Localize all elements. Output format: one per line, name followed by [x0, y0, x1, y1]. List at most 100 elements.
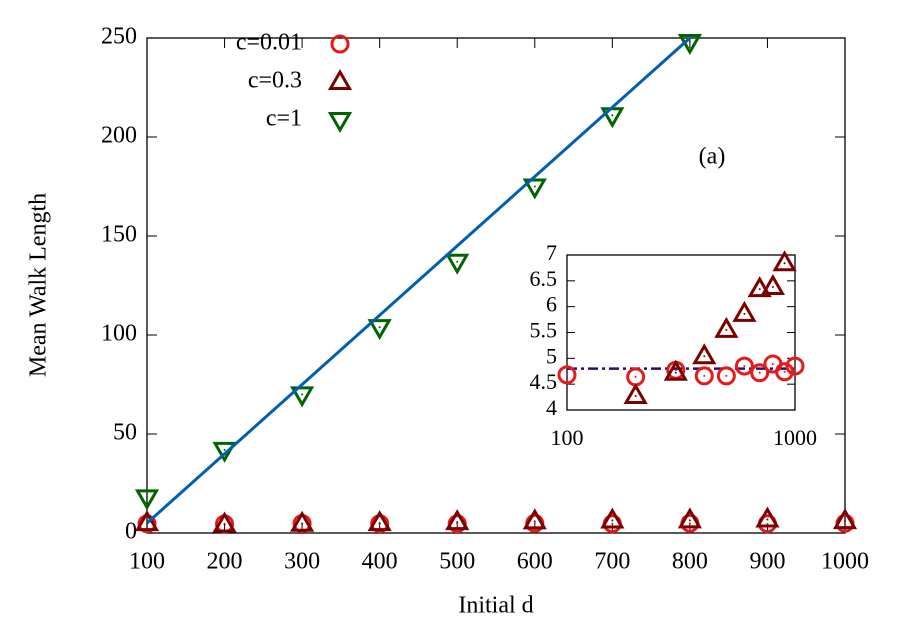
point-dot — [223, 523, 226, 526]
point — [445, 253, 470, 275]
point-dot — [703, 355, 706, 358]
point — [755, 506, 780, 528]
point — [694, 366, 714, 386]
point-dot — [674, 371, 677, 374]
x-tick-label: 600 — [517, 549, 553, 575]
y-tick-label: 6.5 — [530, 266, 558, 291]
point — [785, 356, 805, 376]
point — [290, 386, 315, 408]
point-dot — [758, 288, 761, 291]
point-dot — [301, 393, 304, 396]
legend-label: c=0.3 — [248, 68, 302, 94]
point-dot — [301, 522, 304, 525]
x-tick-label: 1000 — [773, 425, 817, 450]
point — [775, 362, 795, 382]
point — [557, 365, 577, 385]
y-tick-label: 250 — [101, 24, 137, 50]
point-dot — [703, 374, 706, 377]
x-tick-label: 100 — [129, 549, 165, 575]
x-tick-label: 200 — [207, 549, 243, 575]
legend-label: c=1 — [266, 106, 302, 132]
y-tick-label: 150 — [101, 222, 137, 248]
point-dot — [456, 260, 459, 263]
point — [747, 276, 772, 298]
point — [134, 510, 160, 532]
y-tick-label: 4 — [546, 395, 557, 420]
point-dot — [533, 520, 536, 523]
x-axis-label: Initial d — [458, 593, 533, 619]
point — [212, 511, 237, 533]
point — [677, 507, 702, 529]
point — [290, 510, 315, 532]
point-dot — [533, 522, 536, 525]
point-dot — [783, 370, 786, 373]
point-dot — [771, 363, 774, 366]
plot-frame — [146, 37, 846, 534]
x-tick-label: 900 — [749, 549, 785, 575]
x-tick-label: 800 — [672, 549, 708, 575]
y-tick-label: 7 — [546, 240, 557, 265]
point — [760, 274, 785, 296]
legend-symbol — [327, 112, 353, 134]
legend-symbol — [330, 34, 350, 54]
legend-symbol — [327, 68, 353, 90]
point-dot — [688, 522, 691, 525]
point — [716, 366, 736, 386]
point-dot — [378, 326, 381, 329]
x-tick-label: 100 — [551, 425, 584, 450]
point-dot — [844, 520, 846, 523]
point — [134, 489, 160, 511]
x-tick-label: 1000 — [821, 549, 869, 575]
point-dot — [758, 371, 761, 374]
point-dot — [146, 496, 148, 499]
point — [750, 363, 770, 383]
y-tick-label: 100 — [101, 321, 137, 347]
point-dot — [783, 262, 786, 265]
y-tick-label: 5.5 — [530, 318, 558, 343]
point — [600, 507, 625, 529]
point-dot — [844, 522, 846, 525]
x-tick-label: 700 — [594, 549, 630, 575]
y-tick-label: 0 — [125, 519, 137, 545]
point — [692, 343, 717, 365]
point — [623, 383, 648, 405]
point-dot — [456, 521, 459, 524]
point — [832, 508, 858, 530]
point-dot — [674, 369, 677, 372]
x-tick-label: 400 — [362, 549, 398, 575]
point — [734, 356, 754, 376]
legend-label: c=0.01 — [236, 30, 302, 56]
y-tick-label: 6 — [546, 292, 557, 317]
point-dot — [378, 522, 381, 525]
point — [367, 510, 392, 532]
point-dot — [766, 518, 769, 521]
y-tick-label: 5 — [546, 343, 557, 368]
point — [212, 441, 237, 463]
x-tick-label: 500 — [439, 549, 475, 575]
x-tick-label: 300 — [284, 549, 320, 575]
point-dot — [794, 365, 796, 368]
point-dot — [566, 373, 568, 376]
point — [522, 508, 547, 530]
point — [445, 509, 470, 531]
point-dot — [766, 522, 769, 525]
point-dot — [611, 519, 614, 522]
plot-frame — [566, 254, 796, 411]
point — [772, 250, 797, 272]
point-dot — [456, 522, 459, 525]
point — [522, 178, 547, 200]
point-dot — [725, 328, 728, 331]
point-dot — [743, 312, 746, 315]
point-dot — [743, 365, 746, 368]
point-dot — [688, 40, 691, 43]
series-line — [146, 36, 691, 525]
point-dot — [634, 395, 637, 398]
point-dot — [688, 519, 691, 522]
point-dot — [725, 374, 728, 377]
point-dot — [634, 375, 637, 378]
point-dot — [611, 114, 614, 117]
y-tick-label: 50 — [113, 420, 137, 446]
point — [663, 359, 688, 381]
point — [367, 319, 392, 341]
